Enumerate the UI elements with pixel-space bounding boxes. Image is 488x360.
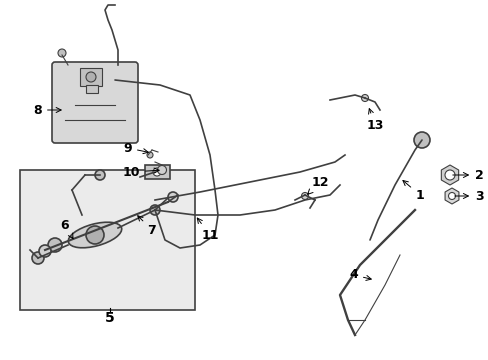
Circle shape	[413, 132, 429, 148]
Bar	[145, 165, 170, 179]
Circle shape	[86, 226, 104, 244]
Text: 13: 13	[366, 109, 383, 131]
Text: 12: 12	[307, 176, 328, 194]
FancyBboxPatch shape	[52, 62, 138, 143]
Text: 6: 6	[61, 219, 73, 239]
Text: 8: 8	[33, 104, 61, 117]
Circle shape	[48, 238, 62, 252]
Text: 9: 9	[123, 141, 148, 154]
Text: 11: 11	[197, 218, 218, 242]
Bar	[80, 68, 102, 86]
Text: 4: 4	[348, 269, 370, 282]
Text: 3: 3	[454, 189, 483, 202]
Text: 5: 5	[105, 311, 115, 325]
Circle shape	[444, 170, 454, 180]
Circle shape	[150, 167, 160, 177]
Text: 1: 1	[402, 180, 424, 202]
Circle shape	[157, 166, 166, 175]
Circle shape	[361, 94, 368, 102]
Circle shape	[95, 170, 105, 180]
Circle shape	[168, 192, 178, 202]
Circle shape	[86, 72, 96, 82]
Circle shape	[301, 193, 308, 199]
Text: 10: 10	[122, 166, 159, 179]
Bar	[20, 170, 195, 310]
Ellipse shape	[68, 222, 122, 248]
Circle shape	[39, 245, 51, 257]
Circle shape	[58, 49, 66, 57]
Bar	[86, 85, 98, 93]
Circle shape	[447, 193, 454, 199]
Circle shape	[150, 205, 160, 215]
Text: 2: 2	[452, 168, 483, 181]
Circle shape	[147, 152, 153, 158]
Circle shape	[153, 168, 161, 176]
Circle shape	[32, 252, 44, 264]
Text: 7: 7	[138, 216, 156, 237]
